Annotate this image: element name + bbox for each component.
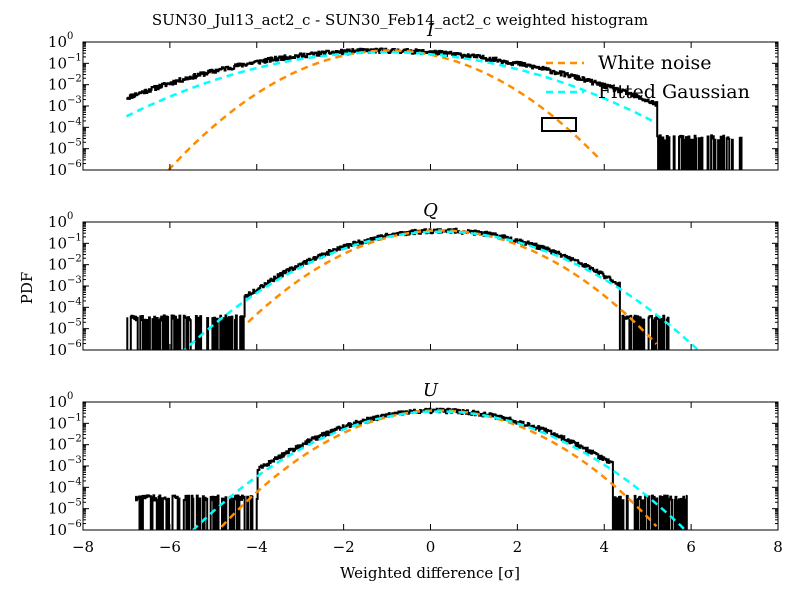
y-tick-exponent: 0 xyxy=(67,391,73,402)
panel-title: Q xyxy=(423,200,438,221)
y-tick-exponent: −6 xyxy=(67,339,82,350)
legend-handle xyxy=(541,117,577,132)
fitted-gaussian-series xyxy=(182,230,701,350)
y-tick-label: 10 xyxy=(48,277,67,295)
y-tick-label: 10 xyxy=(48,161,67,179)
y-tick-exponent: −4 xyxy=(67,296,82,307)
y-tick-exponent: −3 xyxy=(67,275,82,286)
y-tick-exponent: −4 xyxy=(67,476,82,487)
legend-label: Fitted Gaussian xyxy=(598,81,750,103)
y-tick-label: 10 xyxy=(48,436,67,454)
y-tick-label: 10 xyxy=(48,234,67,252)
y-tick-label: 10 xyxy=(48,140,67,158)
y-tick-label: 10 xyxy=(48,521,67,539)
panel-title: U xyxy=(423,380,439,401)
x-tick-label: −8 xyxy=(72,538,94,556)
y-tick-label: 10 xyxy=(48,213,67,231)
histogram-series xyxy=(135,407,688,530)
x-tick-label: 0 xyxy=(426,538,436,556)
y-tick-exponent: −4 xyxy=(67,116,82,127)
x-tick-label: 8 xyxy=(773,538,783,556)
panel-title: I xyxy=(426,20,435,41)
y-tick-label: 10 xyxy=(48,341,67,359)
fitted-gaussian-series xyxy=(191,410,688,530)
plot-area xyxy=(126,227,701,350)
y-axis-label: PDF xyxy=(18,272,36,305)
y-tick-label: 10 xyxy=(48,320,67,338)
y-tick-exponent: −6 xyxy=(67,519,82,530)
white-noise-series xyxy=(216,409,658,530)
y-tick-exponent: −1 xyxy=(67,52,82,63)
y-tick-exponent: 0 xyxy=(67,211,73,222)
y-tick-label: 10 xyxy=(48,54,67,72)
y-tick-label: 10 xyxy=(48,414,67,432)
y-tick-exponent: −5 xyxy=(67,318,82,329)
x-tick-label: 2 xyxy=(513,538,523,556)
y-tick-label: 10 xyxy=(48,457,67,475)
y-tick-label: 10 xyxy=(48,393,67,411)
y-tick-exponent: −1 xyxy=(67,412,82,423)
legend: White noise Fitted Gaussian xyxy=(541,52,750,132)
y-tick-label: 10 xyxy=(48,33,67,51)
y-tick-label: 10 xyxy=(48,256,67,274)
y-tick-exponent: −5 xyxy=(67,138,82,149)
x-tick-label: −4 xyxy=(246,538,268,556)
x-axis-label: Weighted difference [σ] xyxy=(340,564,520,582)
y-tick-label: 10 xyxy=(48,97,67,115)
x-tick-label: −2 xyxy=(333,538,355,556)
y-tick-exponent: −6 xyxy=(67,159,82,170)
y-tick-label: 10 xyxy=(48,76,67,94)
legend-label: White noise xyxy=(598,52,712,74)
y-tick-exponent: −1 xyxy=(67,232,82,243)
y-tick-exponent: −5 xyxy=(67,498,82,509)
x-tick-label: 4 xyxy=(599,538,609,556)
white-noise-series xyxy=(166,49,601,170)
y-tick-label: 10 xyxy=(48,298,67,316)
y-tick-exponent: −2 xyxy=(67,434,82,445)
y-tick-exponent: −2 xyxy=(67,254,82,265)
y-tick-label: 10 xyxy=(48,500,67,518)
plot-area xyxy=(125,47,743,170)
y-tick-exponent: −3 xyxy=(67,455,82,466)
y-tick-exponent: 0 xyxy=(67,31,73,42)
histogram-series xyxy=(126,227,670,350)
plot-area xyxy=(135,407,688,530)
x-tick-label: −6 xyxy=(159,538,181,556)
y-tick-label: 10 xyxy=(48,118,67,136)
histogram-series xyxy=(126,47,743,170)
y-tick-label: 10 xyxy=(48,478,67,496)
white-noise-series xyxy=(247,229,658,345)
y-tick-exponent: −3 xyxy=(67,95,82,106)
y-tick-exponent: −2 xyxy=(67,74,82,85)
x-tick-label: 6 xyxy=(686,538,696,556)
figure-title: SUN30_Jul13_act2_c - SUN30_Feb14_act2_c … xyxy=(152,11,648,29)
